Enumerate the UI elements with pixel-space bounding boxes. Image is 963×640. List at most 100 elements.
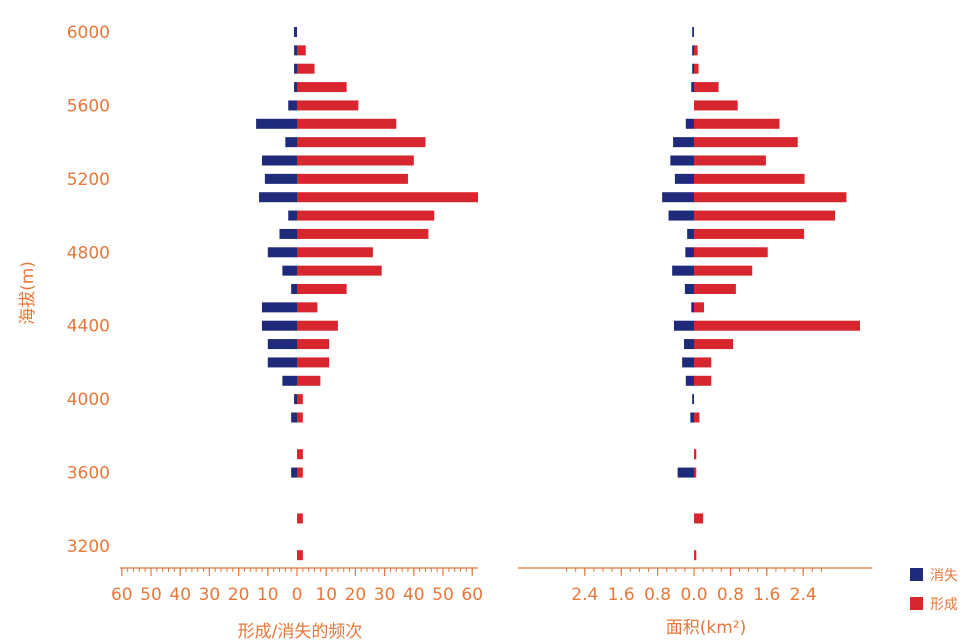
bar-form [694, 302, 705, 313]
bar-disappear [692, 45, 694, 56]
bar-disappear [294, 45, 297, 56]
bar-form [297, 265, 382, 276]
bar-form [694, 173, 805, 184]
x-tick-label: 1.6 [753, 585, 780, 605]
bar-disappear [672, 265, 694, 276]
bar-form [297, 228, 429, 239]
bar-disappear [282, 375, 297, 386]
bar-form [297, 375, 321, 386]
bar-disappear [294, 82, 297, 93]
bar-disappear [294, 63, 297, 74]
bar-form [297, 357, 330, 368]
bar-disappear [267, 339, 297, 350]
bar-disappear [261, 320, 297, 331]
bar-form [694, 357, 712, 368]
bar-disappear [288, 100, 297, 111]
bar-disappear [683, 339, 694, 350]
bar-form [297, 173, 408, 184]
bar-disappear [691, 302, 694, 313]
bar-form [694, 513, 704, 524]
bar-disappear [685, 118, 694, 129]
bar-form [297, 210, 435, 221]
bar-disappear [291, 412, 297, 423]
bar-form [297, 302, 318, 313]
bar-disappear [691, 82, 694, 93]
legend-swatch-form [910, 597, 923, 610]
x-tick-label: 30 [374, 585, 396, 605]
bar-disappear [279, 228, 297, 239]
x-tick-label: 10 [257, 585, 279, 605]
y-tick-label: 4800 [67, 243, 110, 263]
bar-form [297, 550, 303, 561]
bar-form [694, 550, 697, 561]
bar-disappear [256, 118, 297, 129]
bar-disappear [677, 467, 694, 478]
bar-disappear [670, 155, 694, 166]
bar-disappear [668, 210, 694, 221]
y-tick-label: 5600 [67, 96, 110, 116]
bar-form [297, 118, 397, 129]
bar-form [694, 45, 698, 56]
bar-disappear [288, 210, 297, 221]
bar-form [297, 192, 479, 203]
x-tick-label: 40 [403, 585, 425, 605]
y-tick-label: 6000 [67, 23, 110, 43]
bar-form [297, 339, 330, 350]
x-tick-label: 50 [432, 585, 454, 605]
bar-disappear [285, 137, 297, 148]
frequency-panel: 60 50 40 30 20 10 0 10 20 30 40 50 60 形成/消失的频次 [111, 27, 483, 640]
bar-form [694, 375, 712, 386]
bar-disappear [261, 302, 297, 313]
bar-form [694, 192, 847, 203]
bar-form [694, 320, 861, 331]
bar-disappear [267, 247, 297, 258]
bar-disappear [259, 192, 297, 203]
bar-disappear [674, 173, 694, 184]
legend: 消失 形成 [910, 568, 958, 613]
bar-form [297, 137, 426, 148]
bar-form [297, 467, 303, 478]
bar-disappear [291, 284, 297, 294]
bar-form [297, 45, 306, 56]
y-tick-label: 3200 [67, 537, 110, 557]
x-tick-label: 20 [345, 585, 367, 605]
bar-form [694, 137, 798, 148]
bar-disappear [673, 137, 694, 148]
bar-disappear [685, 375, 694, 386]
x-tick-label: 60 [461, 585, 483, 605]
bar-disappear [264, 173, 297, 184]
y-tick-labels: 3200 3600 4000 4400 4800 5200 5600 6000 [67, 23, 110, 557]
bar-form [297, 449, 303, 460]
bar-disappear [687, 228, 694, 239]
bar-form [297, 100, 359, 111]
bar-disappear [291, 467, 297, 478]
x-tick-label: 0 [292, 585, 303, 605]
x-tick-label: 30 [199, 585, 221, 605]
y-tick-label: 3600 [67, 464, 110, 484]
bar-disappear [690, 412, 694, 423]
bar-form [694, 449, 697, 460]
bar-form [694, 63, 699, 74]
bar-form [694, 100, 738, 111]
bar-disappear [685, 247, 694, 258]
bar-form [694, 210, 836, 221]
bar-form [297, 320, 338, 331]
bar-disappear [267, 357, 297, 368]
x-tick-label: 60 [111, 585, 133, 605]
bar-form [297, 155, 414, 166]
bar-form [297, 513, 303, 524]
x-tick-label: 10 [315, 585, 337, 605]
x-tick-label: 50 [140, 585, 162, 605]
bar-form [694, 265, 753, 276]
bar-form [694, 412, 700, 423]
bar-form [297, 247, 373, 258]
x-tick-label: 2.4 [790, 585, 817, 605]
bar-form [694, 82, 719, 93]
legend-label-form: 形成 [930, 597, 958, 613]
bar-form [694, 228, 805, 239]
bar-disappear [261, 155, 297, 166]
bar-form [297, 82, 347, 93]
bar-disappear [682, 357, 694, 368]
bar-form [694, 118, 780, 129]
